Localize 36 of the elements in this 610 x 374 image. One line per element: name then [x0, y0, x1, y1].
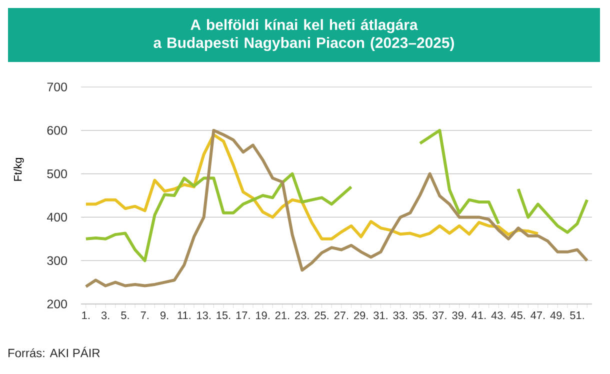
- x-tick-label: 23.: [295, 312, 309, 320]
- x-tick-label: 15.: [216, 312, 230, 320]
- x-tick-label: 9.: [160, 312, 168, 320]
- x-tick-label: 3.: [101, 312, 110, 320]
- x-tick-label: 29.: [354, 312, 368, 320]
- x-tick-label: 5.: [121, 312, 129, 320]
- x-tick-label: 7.: [140, 312, 148, 320]
- x-tick-label: 49.: [550, 312, 564, 320]
- x-tick-label: 45.: [510, 312, 525, 320]
- x-tick-label: 17.: [236, 312, 250, 320]
- x-tick-label: 1.: [82, 312, 90, 320]
- x-tick-label: 43.: [491, 312, 506, 320]
- x-tick-label: 39.: [452, 312, 466, 320]
- y-tick-label: 600: [47, 126, 67, 135]
- y-tick-label: 200: [47, 300, 67, 308]
- y-tick-label: 500: [47, 169, 67, 178]
- y-axis-title: Ft/kg: [14, 158, 24, 181]
- chart-title: A belföldi kínai kel heti átlagára a Budapesti Nagybani Piacon (2023–2025): [154, 18, 454, 52]
- y-tick-label: 700: [47, 82, 67, 92]
- x-tick-label: 19.: [256, 312, 270, 320]
- x-tick-label: 25.: [314, 312, 328, 320]
- x-tick-label: 27.: [334, 312, 348, 320]
- x-tick-label: 33.: [393, 312, 407, 320]
- x-tick-label: 11.: [178, 312, 190, 320]
- x-tick-label: 31.: [374, 312, 388, 320]
- x-tick-label: 51.: [570, 312, 584, 320]
- y-tick-label: 400: [46, 212, 67, 222]
- x-tick-label: 47.: [530, 312, 545, 320]
- y-tick-label: 300: [47, 256, 67, 266]
- x-tick-label: 37.: [432, 312, 446, 320]
- line-series: [84, 133, 540, 240]
- x-tick-label: 41.: [472, 312, 486, 320]
- x-tick-label: 13.: [197, 312, 210, 320]
- x-tick-label: 35.: [412, 312, 427, 320]
- text: Forrás: AKI PÁIR: [8, 346, 100, 358]
- x-tick-label: 21.: [275, 312, 290, 320]
